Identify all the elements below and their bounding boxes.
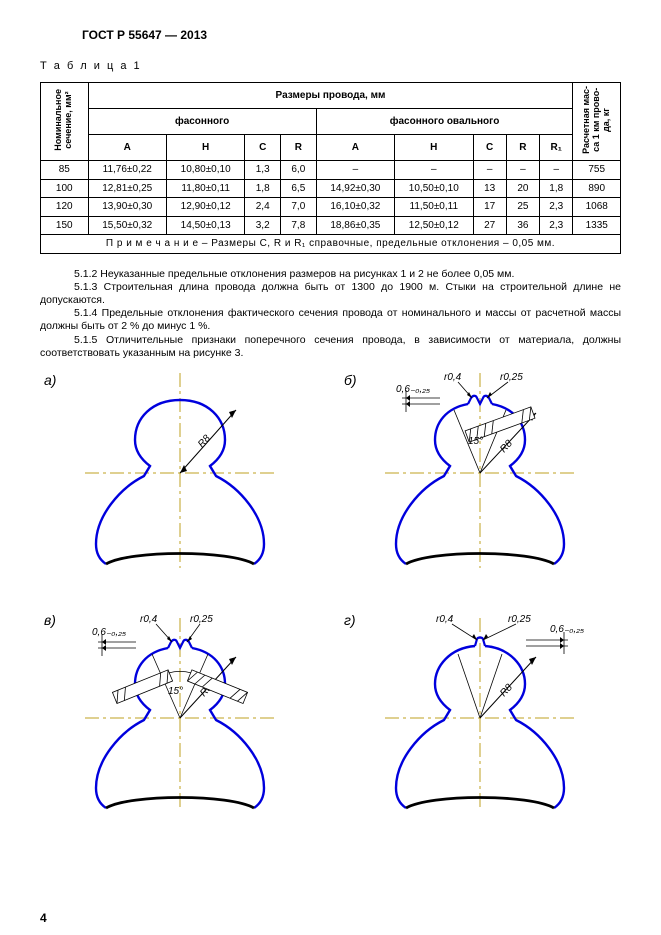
table-cell: 11,50±0,11 xyxy=(395,198,473,217)
table-cell: 17 xyxy=(473,198,506,217)
table-cell: 27 xyxy=(473,216,506,235)
svg-text:r0,25: r0,25 xyxy=(500,372,523,383)
table-cell: 7,0 xyxy=(281,198,317,217)
table-cell: 85 xyxy=(41,161,89,180)
table-cell: 2,4 xyxy=(245,198,281,217)
table-cell: 1,8 xyxy=(540,179,573,198)
col-mass: Расчетная мас-са 1 км прово-да, кг xyxy=(573,83,621,161)
body-paragraphs: 5.1.2 Неуказанные предельные отклонения … xyxy=(40,268,621,360)
table-cell: 12,90±0,12 xyxy=(166,198,244,217)
table-cell: 2,3 xyxy=(540,216,573,235)
col-nominal-section: Номинальноесечение, мм² xyxy=(41,83,89,161)
svg-text:r0,4: r0,4 xyxy=(140,614,158,625)
col-R: R xyxy=(281,135,317,161)
svg-text:15°: 15° xyxy=(168,686,183,697)
col-C2: C xyxy=(473,135,506,161)
figure-b: б) R8 xyxy=(340,368,620,588)
table-cell: 150 xyxy=(41,216,89,235)
table-cell: 16,10±0,32 xyxy=(316,198,394,217)
table-row: 12013,90±0,3012,90±0,122,47,016,10±0,321… xyxy=(41,198,621,217)
col-C: C xyxy=(245,135,281,161)
doc-title: ГОСТ Р 55647 — 2013 xyxy=(82,28,621,42)
table-cell: 2,3 xyxy=(540,198,573,217)
table-cell: 7,8 xyxy=(281,216,317,235)
svg-text:r0,4: r0,4 xyxy=(444,372,462,383)
svg-text:R8: R8 xyxy=(498,438,515,455)
dimensions-table: Номинальноесечение, мм² Размеры провода,… xyxy=(40,82,621,254)
table-cell: 6,5 xyxy=(281,179,317,198)
col-H2: H xyxy=(395,135,473,161)
table-cell: 25 xyxy=(506,198,539,217)
figure-a: а) R8 xyxy=(40,368,320,588)
table-cell: 12,81±0,25 xyxy=(88,179,166,198)
table-cell: 15,50±0,32 xyxy=(88,216,166,235)
table-row: 10012,81±0,2511,80±0,111,86,514,92±0,301… xyxy=(41,179,621,198)
figure-v: в) R8 xyxy=(40,608,320,828)
para-513: 5.1.3 Строительная длина провода должна … xyxy=(40,281,621,307)
table-cell: – xyxy=(506,161,539,180)
svg-text:0,6₋₀,₂₅: 0,6₋₀,₂₅ xyxy=(396,384,430,395)
table-cell: 1335 xyxy=(573,216,621,235)
para-514: 5.1.4 Предельные отклонения фактического… xyxy=(40,307,621,333)
table-cell: 13,90±0,30 xyxy=(88,198,166,217)
svg-text:r0,4: r0,4 xyxy=(436,614,454,625)
table-cell: 36 xyxy=(506,216,539,235)
svg-text:0,6₋₀,₂₅: 0,6₋₀,₂₅ xyxy=(550,624,584,635)
col-R1: R₁ xyxy=(540,135,573,161)
table-cell: 10,50±0,10 xyxy=(395,179,473,198)
table-cell: 11,76±0,22 xyxy=(88,161,166,180)
table-cell: – xyxy=(316,161,394,180)
svg-text:R8: R8 xyxy=(498,682,515,699)
col-A: A xyxy=(88,135,166,161)
table-cell: 1,3 xyxy=(245,161,281,180)
table-cell: – xyxy=(473,161,506,180)
dim-R8: R8 xyxy=(196,433,213,450)
table-cell: 1068 xyxy=(573,198,621,217)
table-row: 8511,76±0,2210,80±0,101,36,0–––––755 xyxy=(41,161,621,180)
col-R2: R xyxy=(506,135,539,161)
figure-g-label: г) xyxy=(344,612,356,628)
table-cell: 120 xyxy=(41,198,89,217)
table-cell: – xyxy=(395,161,473,180)
figure-a-label: а) xyxy=(44,372,56,388)
table-cell: 20 xyxy=(506,179,539,198)
table-cell: 14,92±0,30 xyxy=(316,179,394,198)
col-H: H xyxy=(166,135,244,161)
table-cell: 13 xyxy=(473,179,506,198)
table-cell: 14,50±0,13 xyxy=(166,216,244,235)
svg-text:0,6₋₀,₂₅: 0,6₋₀,₂₅ xyxy=(92,627,126,638)
table-cell: – xyxy=(540,161,573,180)
table-cell: 755 xyxy=(573,161,621,180)
para-512: 5.1.2 Неуказанные предельные отклонения … xyxy=(40,268,621,281)
figure-grid: а) R8 б) xyxy=(40,368,621,838)
axis-lines xyxy=(85,373,275,568)
table-cell: 12,50±0,12 xyxy=(395,216,473,235)
table-caption: Т а б л и ц а 1 xyxy=(40,60,621,72)
table-cell: 6,0 xyxy=(281,161,317,180)
page-number: 4 xyxy=(40,911,47,925)
table-cell: 10,80±0,10 xyxy=(166,161,244,180)
col-group-shaped: фасонного xyxy=(88,109,316,135)
svg-text:15°: 15° xyxy=(468,436,483,447)
svg-text:r0,25: r0,25 xyxy=(190,614,213,625)
table-cell: 18,86±0,35 xyxy=(316,216,394,235)
col-A2: A xyxy=(316,135,394,161)
table-cell: 1,8 xyxy=(245,179,281,198)
para-515: 5.1.5 Отличительные признаки поперечного… xyxy=(40,334,621,360)
svg-text:r0,25: r0,25 xyxy=(508,614,531,625)
table-note: П р и м е ч а н и е – Размеры С, R и R₁ … xyxy=(41,235,621,254)
table-cell: 100 xyxy=(41,179,89,198)
table-cell: 3,2 xyxy=(245,216,281,235)
table-body: 8511,76±0,2210,80±0,101,36,0–––––7551001… xyxy=(41,161,621,235)
col-group-oval: фасонного овального xyxy=(316,109,573,135)
figure-b-label: б) xyxy=(344,372,357,388)
figure-g: г) R8 r0,4 r xyxy=(340,608,620,828)
table-cell: 890 xyxy=(573,179,621,198)
table-row: 15015,50±0,3214,50±0,133,27,818,86±0,351… xyxy=(41,216,621,235)
table-cell: 11,80±0,11 xyxy=(166,179,244,198)
figure-v-label: в) xyxy=(44,612,56,628)
col-super-header: Размеры провода, мм xyxy=(88,83,573,109)
